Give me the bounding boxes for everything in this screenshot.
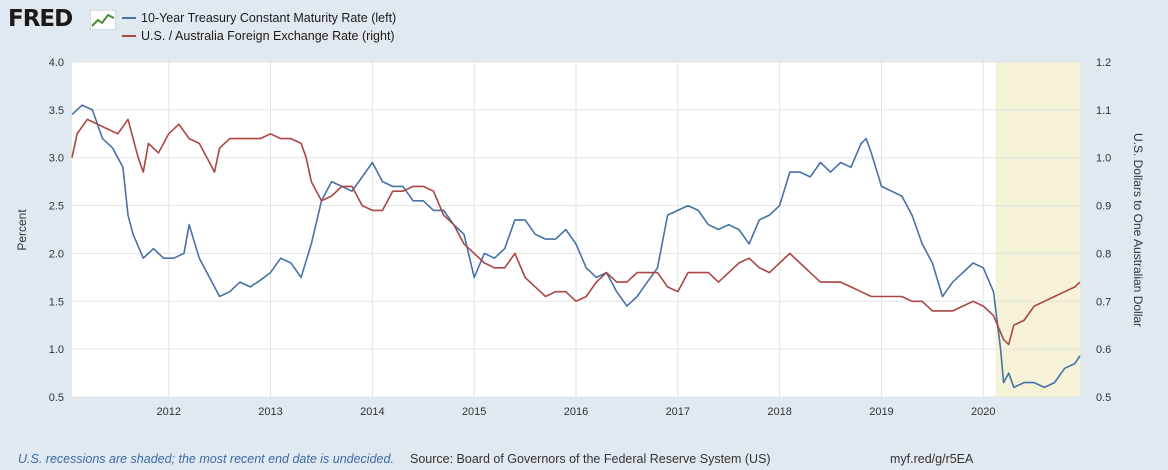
right-tick-label: 1.2: [1096, 57, 1111, 69]
right-tick-label: 1.0: [1096, 153, 1111, 165]
x-tick-label: 2013: [258, 406, 282, 418]
left-tick-label: 2.5: [49, 201, 64, 213]
gridlines: [72, 61, 1080, 398]
right-tick-label: 0.7: [1096, 296, 1111, 308]
right-tick-label: 0.6: [1096, 344, 1111, 356]
left-tick-label: 3.0: [49, 153, 64, 165]
x-tick-label: 2014: [360, 406, 384, 418]
legend-item-fx: U.S. / Australia Foreign Exchange Rate (…: [122, 29, 395, 43]
recession-shading: [995, 62, 1080, 397]
series-lines: [71, 104, 1081, 389]
source-text: Source: Board of Governors of the Federa…: [410, 452, 771, 466]
left-axis-ticks: 0.5 1.0 1.5 2.0 2.5 3.0 3.5 4.0: [49, 57, 64, 404]
fred-logo: FRED: [8, 6, 73, 32]
left-tick-label: 1.0: [49, 344, 64, 356]
chart-footer: U.S. recessions are shaded; the most rec…: [0, 448, 1168, 470]
x-axis-ticks: 2012 2013 2014 2015 2016 2017 2018 2019 2020: [156, 406, 995, 418]
right-tick-label: 0.5: [1096, 392, 1111, 404]
x-tick-label: 2012: [156, 406, 180, 418]
short-url[interactable]: myf.red/g/r5EA: [890, 452, 974, 466]
legend-label-treasury: 10-Year Treasury Constant Maturity Rate …: [141, 11, 397, 25]
legend-swatch-treasury: [122, 17, 136, 19]
fred-chart-icon: [90, 10, 116, 30]
left-tick-label: 0.5: [49, 392, 64, 404]
left-tick-label: 4.0: [49, 57, 64, 69]
x-tick-label: 2016: [564, 406, 588, 418]
x-tick-label: 2020: [971, 406, 995, 418]
right-tick-label: 0.8: [1096, 248, 1111, 260]
y-axis-right-label: U.S. Dollars to One Australian Dollar: [1131, 133, 1145, 327]
right-tick-label: 1.1: [1096, 105, 1111, 117]
left-tick-label: 1.5: [49, 296, 64, 308]
legend-item-treasury: 10-Year Treasury Constant Maturity Rate …: [122, 11, 396, 25]
legend-swatch-fx: [122, 35, 136, 37]
y-axis-left-label: Percent: [15, 209, 29, 251]
recession-note: U.S. recessions are shaded; the most rec…: [18, 452, 394, 466]
series-line-treasury: [71, 104, 1081, 389]
right-axis-ticks: 0.5 0.6 0.7 0.8 0.9 1.0 1.1 1.2: [1096, 57, 1111, 404]
line-chart: 0.5 1.0 1.5 2.0 2.5 3.0 3.5 4.0 0.5 0.6 0.7 0.8 0.9…: [15, 57, 1145, 418]
x-tick-label: 2019: [869, 406, 893, 418]
left-tick-label: 2.0: [49, 248, 64, 260]
chart-header: FRED 10-Year Treasury Constant Maturity …: [0, 0, 1168, 52]
right-tick-label: 0.9: [1096, 201, 1111, 213]
x-tick-label: 2018: [767, 406, 791, 418]
legend-label-fx: U.S. / Australia Foreign Exchange Rate (…: [141, 29, 395, 43]
x-tick-label: 2017: [666, 406, 690, 418]
x-tick-label: 2015: [462, 406, 486, 418]
series-line-fx: [71, 118, 1081, 346]
left-tick-label: 3.5: [49, 105, 64, 117]
